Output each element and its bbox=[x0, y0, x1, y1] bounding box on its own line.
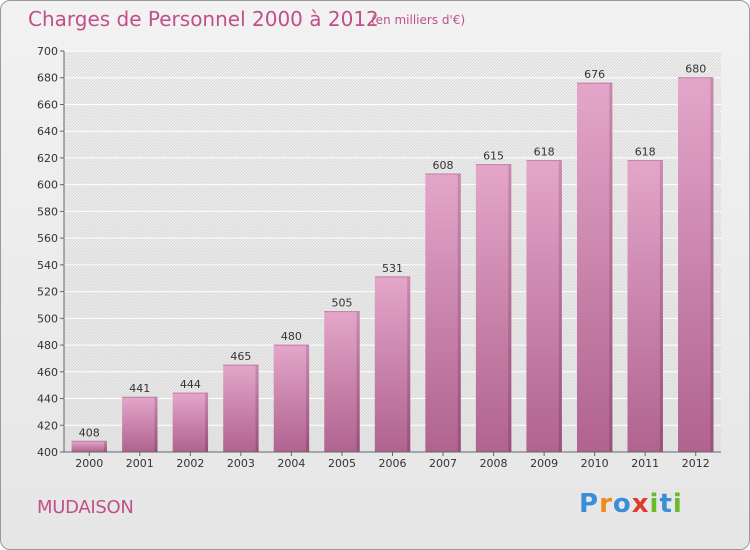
y-tick-label: 680 bbox=[37, 72, 58, 85]
bar-2002 bbox=[172, 393, 209, 452]
y-axis: 400 420 440 460 480 500 520 540 560 580 600 620 640 6… bbox=[37, 45, 65, 459]
bar-shade-2002 bbox=[205, 393, 209, 452]
y-tick-label: 460 bbox=[37, 366, 58, 379]
logo-letter: r bbox=[599, 489, 613, 519]
value-label-2007: 608 bbox=[433, 159, 454, 172]
y-tick-label: 480 bbox=[37, 339, 58, 352]
x-tick-label-2006: 2006 bbox=[379, 457, 407, 470]
y-tick-label: 400 bbox=[37, 446, 58, 459]
y-tick-label: 660 bbox=[37, 98, 58, 111]
chart-subtitle: (en milliers d'€) bbox=[371, 13, 466, 27]
y-tick-label: 560 bbox=[37, 232, 58, 245]
bar-2007 bbox=[425, 173, 461, 452]
x-axis: 2000 2001 2002 2003 2004 2005 2006 2007 2008 2009… bbox=[64, 451, 721, 470]
logo-letter: o bbox=[612, 489, 632, 519]
bar-shade-2008 bbox=[508, 164, 512, 452]
y-tick-label: 600 bbox=[37, 179, 58, 192]
value-label-2011: 618 bbox=[635, 146, 656, 159]
y-tick-label: 540 bbox=[37, 259, 58, 272]
y-tick-label: 640 bbox=[37, 125, 58, 138]
x-tick-label-2007: 2007 bbox=[429, 457, 457, 470]
bar-2000 bbox=[71, 441, 107, 452]
bar-2003 bbox=[223, 365, 259, 452]
bar-shade-2011 bbox=[659, 160, 663, 452]
value-label-2006: 531 bbox=[382, 262, 403, 275]
y-tick-label: 500 bbox=[37, 312, 58, 325]
value-label-2003: 465 bbox=[230, 350, 251, 363]
x-tick-label-2004: 2004 bbox=[277, 457, 305, 470]
bar-shade-2001 bbox=[154, 397, 158, 452]
x-tick-label-2003: 2003 bbox=[227, 457, 255, 470]
bar-shade-2004 bbox=[306, 345, 310, 452]
place-name: MUDAISON bbox=[37, 497, 134, 518]
y-tick-label: 520 bbox=[37, 286, 58, 299]
value-label-2002: 444 bbox=[180, 378, 201, 391]
bar-shade-2003 bbox=[255, 365, 259, 452]
y-tick-label: 700 bbox=[37, 45, 58, 58]
y-tick-label: 440 bbox=[37, 393, 58, 406]
logo-letter: P bbox=[579, 489, 600, 519]
bar-shade-2010 bbox=[609, 83, 613, 452]
bar-2012 bbox=[678, 77, 714, 452]
value-label-2008: 615 bbox=[483, 150, 504, 163]
value-label-2009: 618 bbox=[534, 146, 555, 159]
x-tick-label-2002: 2002 bbox=[176, 457, 204, 470]
bar-shade-2009 bbox=[558, 160, 562, 452]
bar-2001 bbox=[122, 397, 158, 452]
x-tick-label-2008: 2008 bbox=[480, 457, 508, 470]
bar-2004 bbox=[273, 345, 310, 452]
bar-2010 bbox=[576, 83, 613, 452]
y-tick-label: 580 bbox=[37, 205, 58, 218]
value-label-2001: 441 bbox=[129, 382, 150, 395]
bar-2006 bbox=[374, 276, 411, 452]
value-label-2010: 676 bbox=[584, 68, 605, 81]
bar-2009 bbox=[526, 160, 562, 452]
x-tick-label-2010: 2010 bbox=[581, 457, 609, 470]
value-label-2004: 480 bbox=[281, 330, 302, 343]
bars bbox=[71, 77, 714, 452]
value-label-2000: 408 bbox=[79, 426, 100, 439]
bar-shade-2005 bbox=[356, 311, 360, 452]
value-label-2012: 680 bbox=[685, 63, 706, 76]
y-tick-label: 620 bbox=[37, 152, 58, 165]
bar-2005 bbox=[324, 311, 360, 452]
proxiti-logo: Proxiti bbox=[579, 489, 683, 519]
bar-shade-2012 bbox=[710, 77, 714, 452]
x-tick-label-2009: 2009 bbox=[530, 457, 558, 470]
x-tick-label-2005: 2005 bbox=[328, 457, 356, 470]
bar-shade-2006 bbox=[407, 276, 411, 452]
logo-letter: x bbox=[631, 489, 650, 519]
x-tick-label-2012: 2012 bbox=[682, 457, 710, 470]
x-tick-label-2011: 2011 bbox=[631, 457, 659, 470]
bar-2011 bbox=[627, 160, 663, 452]
x-tick-label-2000: 2000 bbox=[75, 457, 103, 470]
value-labels: 408 441 444 465 480 505 531 608 615 618 676 618 680 bbox=[79, 63, 706, 440]
bar-2008 bbox=[475, 164, 512, 452]
bar-shade-2000 bbox=[103, 441, 107, 452]
x-tick-label-2001: 2001 bbox=[126, 457, 154, 470]
logo-letter: i bbox=[672, 489, 683, 519]
logo-letter: t bbox=[659, 489, 673, 519]
value-label-2005: 505 bbox=[331, 297, 352, 310]
logo-letter: i bbox=[649, 489, 660, 519]
y-tick-label: 420 bbox=[37, 419, 58, 432]
chart-title: Charges de Personnel 2000 à 2012 bbox=[28, 7, 379, 31]
bar-shade-2007 bbox=[457, 173, 461, 452]
